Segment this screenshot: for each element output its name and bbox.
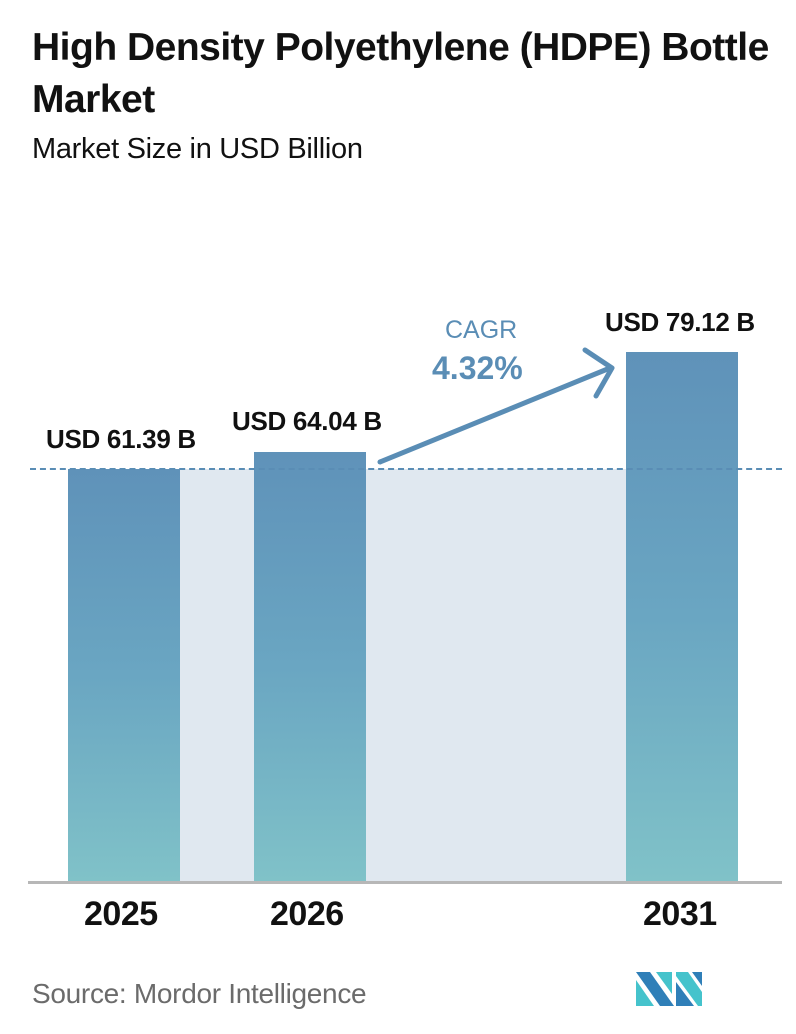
value-label-2031: USD 79.12 B xyxy=(605,307,755,337)
chart-subtitle: Market Size in USD Billion xyxy=(32,133,363,165)
x-label-2026: 2026 xyxy=(270,895,344,933)
x-label-2025: 2025 xyxy=(84,895,158,933)
chart-title: High Density Polyethylene (HDPE) Bottle … xyxy=(32,26,769,121)
cagr-label: CAGR xyxy=(445,316,518,344)
bar-2025 xyxy=(68,469,180,882)
bar-2026 xyxy=(254,452,366,882)
cagr-value: 4.32% xyxy=(432,350,523,386)
reference-dashed-line xyxy=(30,468,782,470)
bar-2031 xyxy=(626,352,738,882)
x-label-2031: 2031 xyxy=(643,895,717,933)
x-axis-line xyxy=(28,881,782,884)
value-label-2026: USD 64.04 B xyxy=(232,406,382,436)
value-label-2025: USD 61.39 B xyxy=(46,424,196,454)
source-text: Source: Mordor Intelligence xyxy=(32,978,367,1009)
mordor-intelligence-logo-icon xyxy=(636,972,702,1006)
